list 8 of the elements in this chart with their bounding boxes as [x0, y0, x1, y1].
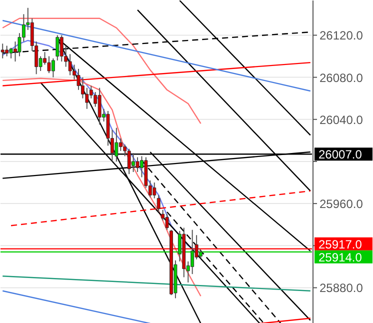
y-tick-label: 26040.0	[320, 112, 364, 127]
ref-line-label: 26007.0	[318, 148, 362, 162]
y-tick-label: 26080.0	[320, 70, 364, 85]
y-tick-label: 26120.0	[320, 28, 364, 43]
ref-line-label: 25914.0	[318, 250, 362, 264]
ref-line-label: 25917.0	[318, 237, 362, 252]
y-tick-label: 25960.0	[320, 197, 364, 212]
y-tick-label: 25880.0	[320, 281, 364, 296]
